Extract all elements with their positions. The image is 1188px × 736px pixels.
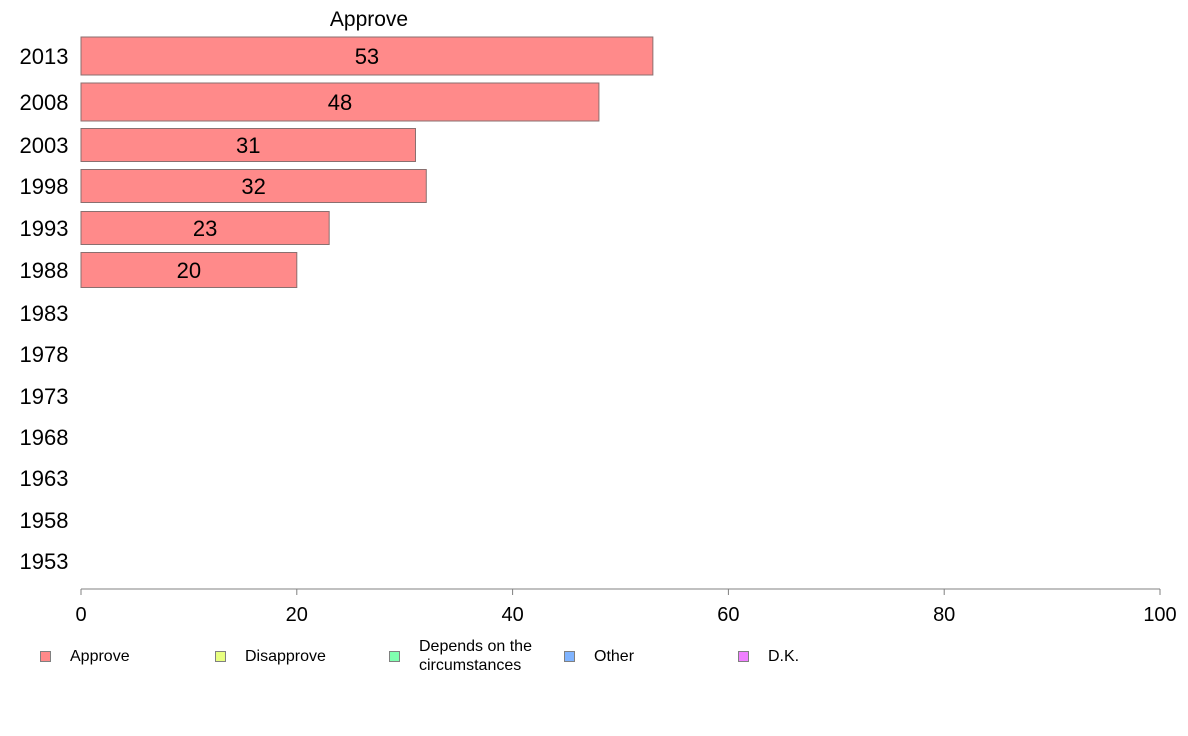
bar-1988	[80, 252, 298, 288]
y-tick-label-1978: 1978	[20, 342, 69, 367]
legend-label: Approve	[70, 648, 130, 665]
chart-title: Approve	[330, 8, 408, 31]
x-tick-label-20: 20	[286, 604, 308, 626]
x-tick-label-80: 80	[933, 604, 955, 626]
bar-2008	[80, 82, 600, 122]
legend: Approve Disapprove Depends on the circumsta…	[0, 636, 1188, 686]
bars-group	[80, 36, 654, 288]
bar-1993	[80, 211, 330, 245]
y-tick-label-1983: 1983	[20, 301, 69, 326]
x-axis: 0 20 40 60 80 100	[75, 588, 1177, 626]
y-tick-label-1988: 1988	[20, 258, 69, 283]
y-tick-label-1958: 1958	[20, 508, 69, 533]
x-tick-label-60: 60	[717, 604, 739, 626]
y-tick-label-1998: 1998	[20, 174, 69, 199]
bar-value-label-1993: 23	[193, 216, 217, 241]
bar-value-label-1998: 32	[241, 174, 265, 199]
legend-swatch	[738, 651, 749, 662]
legend-swatch	[389, 651, 400, 662]
y-axis-labels: 2013 2008 2003 1998 1993 1988 1983 1978 1973 1968…	[20, 44, 69, 574]
bar-2003	[80, 128, 416, 162]
bar-2013	[80, 36, 654, 76]
bar-value-label-2003: 31	[236, 133, 260, 158]
y-tick-label-1953: 1953	[20, 549, 69, 574]
bar-value-label-2013: 53	[355, 44, 379, 69]
x-tick-label-100: 100	[1143, 604, 1176, 626]
legend-swatch	[564, 651, 575, 662]
y-tick-label-1968: 1968	[20, 425, 69, 450]
y-tick-label-2008: 2008	[20, 90, 69, 115]
bar-value-label-1988: 20	[177, 258, 201, 283]
y-tick-label-1993: 1993	[20, 216, 69, 241]
y-tick-label-2003: 2003	[20, 133, 69, 158]
bar-value-label-2008: 48	[328, 90, 352, 115]
legend-swatch	[215, 651, 226, 662]
x-tick-label-40: 40	[501, 604, 523, 626]
y-tick-label-1963: 1963	[20, 466, 69, 491]
y-tick-label-1973: 1973	[20, 384, 69, 409]
legend-label: Disapprove	[245, 648, 326, 665]
y-tick-label-2013: 2013	[20, 44, 69, 69]
legend-label: D.K.	[768, 648, 800, 665]
legend-label: Depends on the circumstances	[419, 638, 532, 674]
x-tick-label-0: 0	[75, 604, 86, 626]
legend-label: Other	[594, 648, 635, 665]
bar-1998	[80, 169, 427, 203]
legend-swatch	[40, 651, 51, 662]
